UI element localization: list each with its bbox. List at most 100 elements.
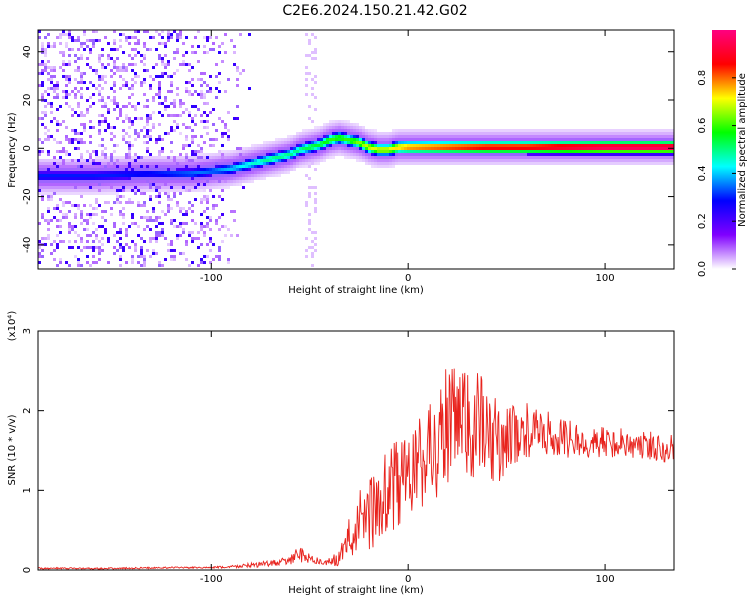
spectrogram-cell: [131, 156, 134, 159]
spectrogram-cell: [86, 192, 89, 195]
spectrogram-cell: [77, 234, 80, 237]
spectrogram-cell: [149, 168, 152, 171]
spectrogram-cell: [647, 153, 650, 156]
spectrogram-cell: [119, 114, 122, 117]
spectrogram-cell: [308, 228, 311, 231]
spectrogram-cell: [152, 162, 155, 165]
spectrogram-cell: [80, 42, 83, 45]
spectrogram-cell: [128, 54, 131, 57]
spectrogram-cell: [596, 144, 599, 147]
spectrogram-cell: [332, 120, 335, 123]
spectrogram-cell: [134, 75, 137, 78]
spectrogram-cell: [530, 144, 533, 147]
spectrogram-cell: [71, 168, 74, 171]
spectrogram-cell: [113, 81, 116, 84]
spectrogram-cell: [110, 186, 113, 189]
spectrogram-cell: [569, 159, 572, 162]
spectrogram-cell: [83, 228, 86, 231]
spectrogram-cell: [134, 129, 137, 132]
spectrogram-cell: [506, 147, 509, 150]
spectrogram-cell: [215, 183, 218, 186]
spectrogram-cell: [74, 192, 77, 195]
spectrogram-cell: [158, 261, 161, 264]
spectrogram-cell: [152, 207, 155, 210]
spectrogram-cell: [131, 159, 134, 162]
spectrogram-cell: [374, 165, 377, 168]
spectrogram-cell: [332, 147, 335, 150]
spectrogram-cell: [68, 201, 71, 204]
spectrogram-cell: [545, 132, 548, 135]
spectrogram-cell: [104, 162, 107, 165]
spectrogram-cell: [104, 177, 107, 180]
spectrogram-cell: [296, 153, 299, 156]
spectrogram-cell: [437, 138, 440, 141]
spectrogram-cell: [509, 147, 512, 150]
spectrogram-cell: [506, 150, 509, 153]
spectrogram-cell: [197, 156, 200, 159]
spectrogram-cell: [575, 162, 578, 165]
spectrogram-cell: [446, 162, 449, 165]
spectrogram-cell: [113, 90, 116, 93]
spectrogram-cell: [263, 165, 266, 168]
spectrogram-cell: [95, 165, 98, 168]
spectrogram-cell: [50, 165, 53, 168]
spectrogram-cell: [644, 138, 647, 141]
spectrogram-cell: [122, 156, 125, 159]
spectrogram-cell: [623, 132, 626, 135]
spectrogram-cell: [203, 225, 206, 228]
spectrogram-cell: [512, 138, 515, 141]
spectrogram-cell: [464, 150, 467, 153]
spectrogram-cell: [272, 159, 275, 162]
spectrogram-cell: [176, 123, 179, 126]
spectrogram-cell: [44, 66, 47, 69]
spectrogram-cell: [230, 150, 233, 153]
spectrogram-cell: [422, 144, 425, 147]
spectrogram-cell: [539, 147, 542, 150]
spectrogram-cell: [59, 141, 62, 144]
spectrogram-cell: [131, 213, 134, 216]
spectrogram-cell: [167, 198, 170, 201]
spectrogram-cell: [71, 159, 74, 162]
spectrogram-cell: [152, 96, 155, 99]
spectrogram-cell: [188, 183, 191, 186]
spectrogram-cell: [176, 225, 179, 228]
spectrogram-cell: [536, 129, 539, 132]
spectrogram-cell: [59, 33, 62, 36]
spectrogram-cell: [542, 153, 545, 156]
spectrogram-cell: [461, 144, 464, 147]
spectrogram-cell: [95, 171, 98, 174]
spectrogram-cell: [644, 159, 647, 162]
spectrogram-cell: [41, 42, 44, 45]
spectrogram-cell: [440, 147, 443, 150]
spectrogram-cell: [419, 135, 422, 138]
spectrogram-cell: [137, 201, 140, 204]
spectrogram-cell: [164, 258, 167, 261]
spectrogram-cell: [224, 156, 227, 159]
spectrogram-cell: [170, 150, 173, 153]
spectrogram-cell: [239, 183, 242, 186]
spectrogram-cell: [353, 156, 356, 159]
spectrogram-cell: [329, 156, 332, 159]
spectrogram-cell: [374, 159, 377, 162]
spectrogram-cell: [134, 108, 137, 111]
spectrogram-cell: [92, 231, 95, 234]
spectrogram-cell: [38, 192, 41, 195]
spectrogram-cell: [443, 129, 446, 132]
spectrogram-cell: [464, 132, 467, 135]
spectrogram-cell: [158, 33, 161, 36]
spectrogram-cell: [290, 165, 293, 168]
spectrogram-cell: [182, 252, 185, 255]
spectrogram-cell: [449, 138, 452, 141]
spectrogram-cell: [155, 141, 158, 144]
spectrogram-cell: [662, 141, 665, 144]
spectrogram-cell: [107, 96, 110, 99]
spectrogram-cell: [245, 165, 248, 168]
spectrogram-cell: [617, 129, 620, 132]
spectrogram-cell: [158, 180, 161, 183]
spectrogram-cell: [296, 138, 299, 141]
spectrogram-cell: [251, 180, 254, 183]
spectrogram-cell: [101, 225, 104, 228]
spectrogram-cell: [536, 135, 539, 138]
spectrogram-cell: [608, 144, 611, 147]
spectrogram-cell: [596, 135, 599, 138]
